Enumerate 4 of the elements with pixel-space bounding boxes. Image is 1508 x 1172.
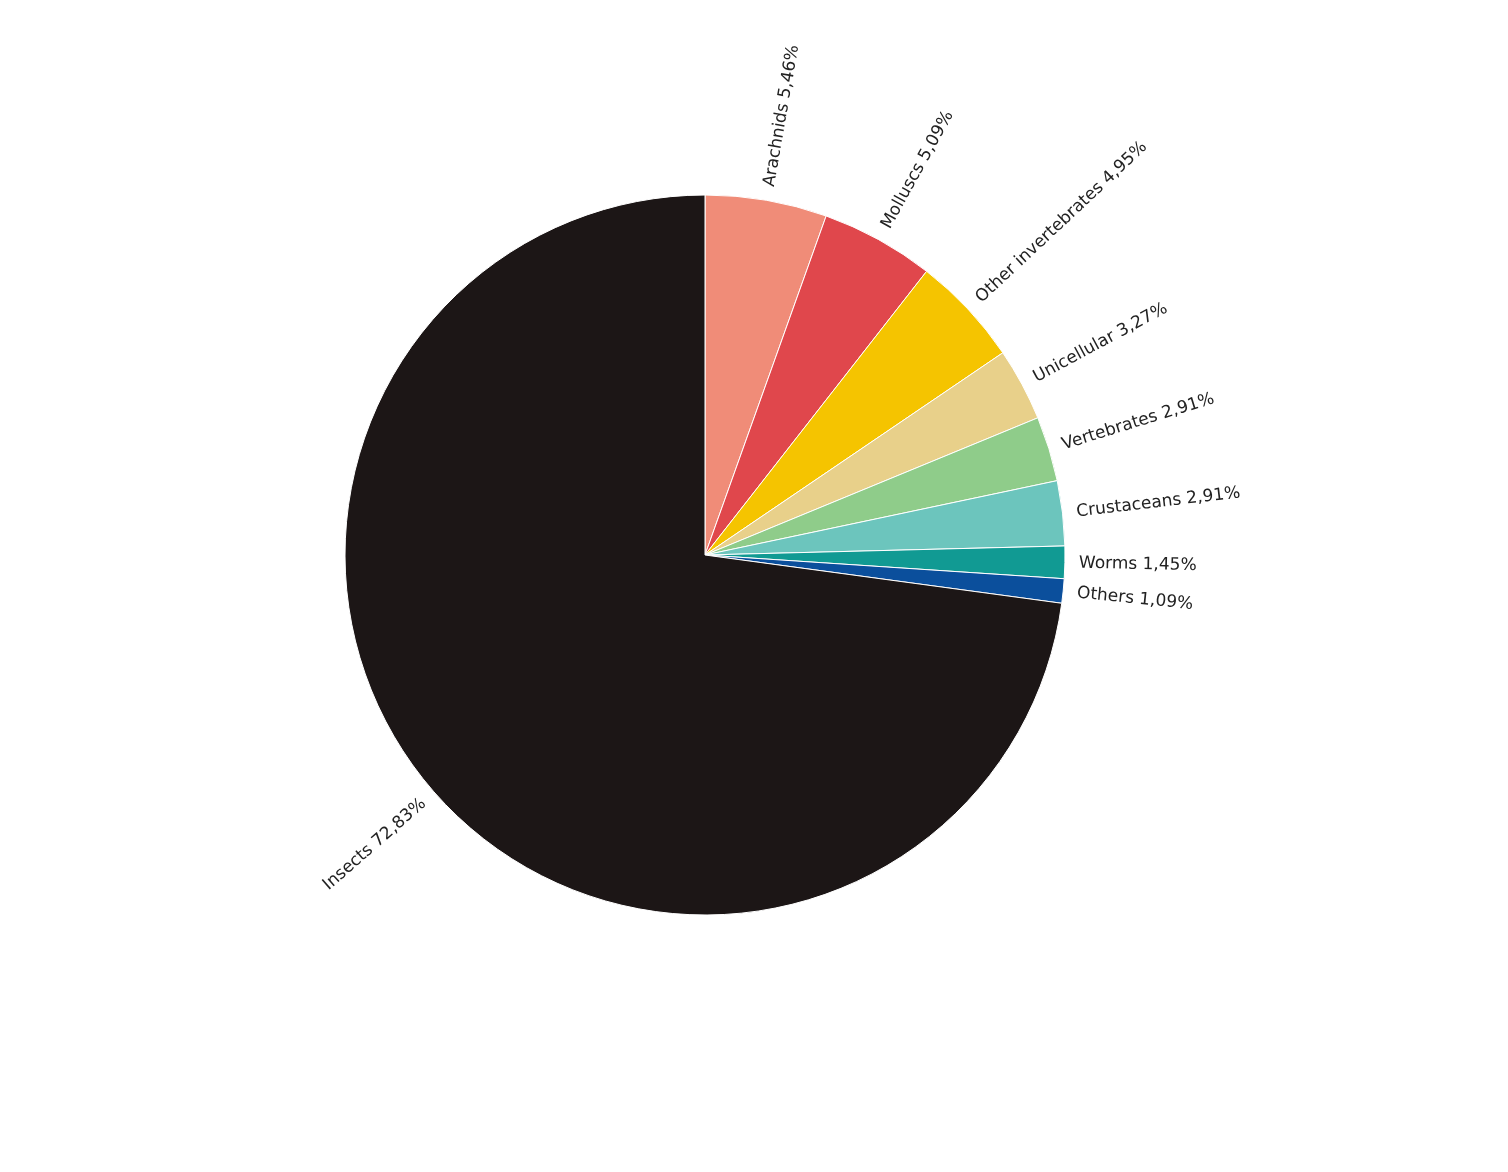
- slice-label: Crustaceans 2,91%: [1075, 481, 1242, 521]
- slice-label: Worms 1,45%: [1078, 551, 1197, 575]
- slice-label: Others 1,09%: [1076, 581, 1195, 614]
- slice-label: Arachnids 5,46%: [758, 43, 803, 189]
